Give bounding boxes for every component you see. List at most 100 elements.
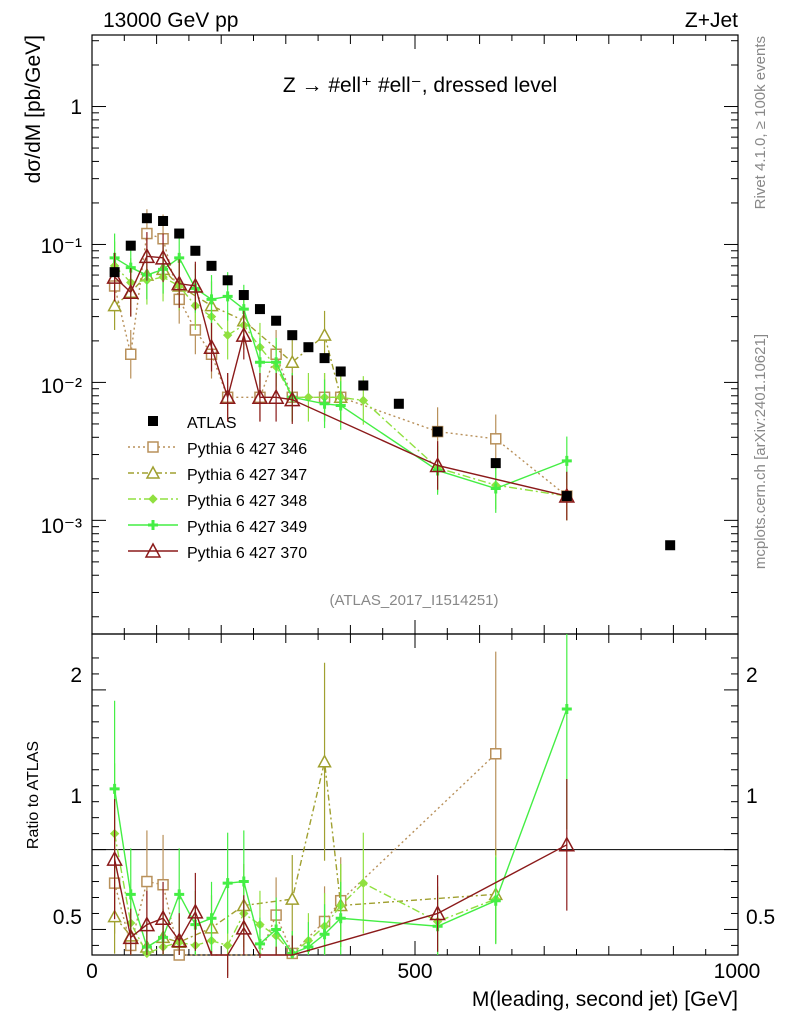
mc-point xyxy=(219,388,236,405)
ratio-point xyxy=(206,913,217,924)
ratio-tick-label-0p5: 0.5 xyxy=(53,906,82,929)
mc-point xyxy=(561,455,572,466)
header-left: 13000 GeV pp xyxy=(103,9,238,32)
legend-label-348: Pythia 6 427 348 xyxy=(187,493,307,510)
ratio-point xyxy=(284,891,300,905)
ratio-point xyxy=(335,913,346,924)
ratio-line-2 xyxy=(113,833,497,955)
atlas-data-point xyxy=(287,330,298,341)
atlas-data-point xyxy=(222,275,233,286)
mc-point xyxy=(203,338,220,354)
plot-title: Z → #ell⁺ #ell⁻, dressed level xyxy=(283,74,557,97)
legend-marker-atlas xyxy=(148,416,158,426)
y-tick-label-1e-3: 10⁻³ xyxy=(41,515,82,538)
ratio-point xyxy=(222,940,233,951)
mc-point xyxy=(187,277,204,293)
ratio-line-3 xyxy=(113,708,568,955)
x-tick-label-500: 500 xyxy=(397,960,432,983)
ratio-tick-label-2: 2 xyxy=(70,664,82,687)
mc-point xyxy=(125,348,137,361)
atlas-data-point xyxy=(665,540,676,551)
atlas-data-point xyxy=(393,398,404,409)
mc-point xyxy=(284,391,301,407)
x-tick-label-0: 0 xyxy=(86,960,98,983)
ratio-point xyxy=(109,783,120,794)
mc-point xyxy=(317,327,332,341)
mc-point xyxy=(122,283,140,300)
ratio-point xyxy=(490,895,501,906)
mc-point xyxy=(222,330,233,340)
atlas-data-point xyxy=(490,458,501,469)
mc-point xyxy=(154,249,172,265)
atlas-data-point xyxy=(206,260,217,271)
rivet-version-label: Rivet 4.1.0, ≥ 100k events xyxy=(752,36,769,209)
mc-line-0 xyxy=(113,232,568,497)
atlas-data-point xyxy=(238,290,249,301)
atlas-data-point xyxy=(109,267,120,278)
atlas-data-point xyxy=(158,215,169,226)
atlas-data-point xyxy=(358,380,369,391)
ratio-tick-label-right-0p5: 0.5 xyxy=(746,906,775,929)
mc-point xyxy=(319,398,330,409)
mc-point xyxy=(138,247,156,264)
ratio-point xyxy=(238,876,249,887)
ratio-point xyxy=(254,938,265,949)
ratio-point xyxy=(174,889,185,900)
mc-point xyxy=(251,388,269,405)
ratio-tick-label-1: 1 xyxy=(70,785,82,808)
legend-marker-4 xyxy=(144,542,162,558)
y-axis-label: dσ/dM [pb/GeV] xyxy=(22,35,45,183)
analysis-label: (ATLAS_2017_I1514251) xyxy=(329,592,498,609)
x-tick-label-1000: 1000 xyxy=(714,960,761,983)
ratio-point xyxy=(490,748,502,760)
atlas-data-point xyxy=(141,213,152,224)
legend-marker-3 xyxy=(148,520,158,530)
mc-point xyxy=(490,483,501,494)
atlas-data-point xyxy=(174,228,185,239)
atlas-data-point xyxy=(432,426,443,437)
legend-marker-0 xyxy=(147,441,159,453)
mc-point xyxy=(490,433,502,445)
ratio-point xyxy=(187,903,204,919)
mc-point xyxy=(284,354,300,369)
atlas-data-point xyxy=(335,366,346,377)
legend-label-347: Pythia 6 427 347 xyxy=(187,467,307,484)
atlas-data-point xyxy=(254,304,265,315)
ratio-point xyxy=(235,919,253,935)
legend-marker-1 xyxy=(145,465,161,479)
atlas-data-point xyxy=(271,315,282,326)
ratio-point xyxy=(222,878,233,889)
ratio-point xyxy=(317,754,332,768)
legend-label-atlas: ATLAS xyxy=(187,415,237,432)
mc-point xyxy=(107,298,122,312)
atlas-data-point xyxy=(190,245,201,256)
ratio-point xyxy=(154,909,172,926)
mc-line-4 xyxy=(114,255,567,497)
ratio-point xyxy=(122,928,140,945)
mc-point xyxy=(271,357,282,368)
ratio-point xyxy=(106,850,123,866)
ratio-point xyxy=(429,904,446,921)
mc-point xyxy=(235,326,253,342)
ratio-point xyxy=(319,929,330,940)
ratio-point xyxy=(170,932,188,948)
atlas-data-point xyxy=(561,491,572,502)
mc-point xyxy=(358,395,369,406)
atlas-data-point xyxy=(303,342,314,353)
ratio-tick-label-right-1: 1 xyxy=(746,785,758,808)
atlas-data-point xyxy=(125,240,136,251)
x-axis-label: M(leading, second jet) [GeV] xyxy=(472,988,738,1011)
legend-marker-2 xyxy=(148,494,158,504)
ratio-point xyxy=(138,916,156,932)
ratio-plot-frame xyxy=(91,633,739,956)
ratio-point xyxy=(358,878,369,888)
atlas-data-point xyxy=(319,353,330,364)
ratio-point xyxy=(125,889,136,900)
mc-point xyxy=(222,291,233,302)
mc-point xyxy=(429,456,446,473)
mcplots-label: mcplots.cern.ch [arXiv:2401.10621] xyxy=(752,334,769,569)
mc-point xyxy=(267,388,285,405)
ratio-axis-label: Ratio to ATLAS xyxy=(25,741,42,849)
mc-point xyxy=(303,392,314,402)
legend-label-346: Pythia 6 427 346 xyxy=(187,441,307,458)
